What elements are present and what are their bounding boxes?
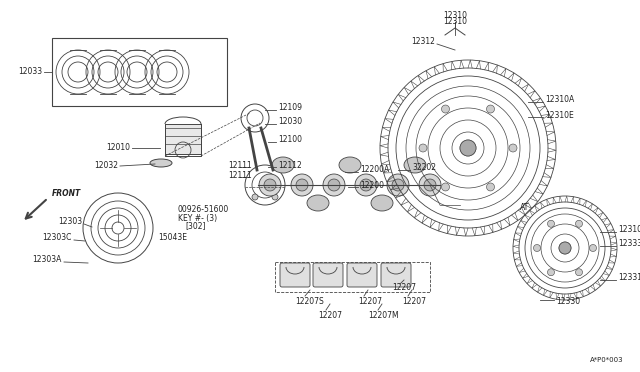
Text: FRONT: FRONT <box>52 189 81 199</box>
Text: 12030: 12030 <box>278 118 302 126</box>
Bar <box>275 262 430 292</box>
Circle shape <box>442 105 449 113</box>
Circle shape <box>424 179 436 191</box>
Text: AT: AT <box>520 203 529 212</box>
Text: 12303: 12303 <box>58 218 82 227</box>
FancyBboxPatch shape <box>280 263 310 287</box>
Text: 12111: 12111 <box>228 170 252 180</box>
Text: 32202: 32202 <box>412 164 436 173</box>
Text: 15043E: 15043E <box>158 232 187 241</box>
Text: 12207S: 12207S <box>295 298 324 307</box>
Circle shape <box>559 242 571 254</box>
FancyBboxPatch shape <box>313 263 343 287</box>
Text: 12207: 12207 <box>402 298 426 307</box>
Text: 12033: 12033 <box>18 67 42 77</box>
Text: 12310A: 12310A <box>618 225 640 234</box>
Text: 12331: 12331 <box>618 273 640 282</box>
Circle shape <box>252 194 258 200</box>
FancyBboxPatch shape <box>381 263 411 287</box>
Circle shape <box>547 220 554 227</box>
Text: 12200A: 12200A <box>360 166 389 174</box>
Circle shape <box>575 269 582 276</box>
Text: 12100: 12100 <box>278 135 302 144</box>
Ellipse shape <box>339 157 361 173</box>
Text: 12303C: 12303C <box>43 234 72 243</box>
Ellipse shape <box>404 157 426 173</box>
Text: 12312: 12312 <box>411 38 435 46</box>
Ellipse shape <box>272 157 294 173</box>
Text: A*P0*003: A*P0*003 <box>590 357 623 363</box>
Circle shape <box>323 174 345 196</box>
Circle shape <box>264 179 276 191</box>
Circle shape <box>442 183 449 191</box>
Text: 12207: 12207 <box>392 283 416 292</box>
Circle shape <box>419 174 441 196</box>
Circle shape <box>291 174 313 196</box>
FancyBboxPatch shape <box>347 263 377 287</box>
Circle shape <box>460 140 476 156</box>
Circle shape <box>547 269 554 276</box>
Bar <box>52 38 227 106</box>
Text: 12303A: 12303A <box>33 256 62 264</box>
Text: 12330: 12330 <box>556 298 580 307</box>
Bar <box>165 124 201 154</box>
Text: 12010: 12010 <box>106 144 130 153</box>
Circle shape <box>259 174 281 196</box>
Ellipse shape <box>150 159 172 167</box>
Text: 12109: 12109 <box>278 103 302 112</box>
Circle shape <box>272 194 278 200</box>
Circle shape <box>355 174 377 196</box>
Text: 12111: 12111 <box>228 160 252 170</box>
Text: [302]: [302] <box>185 221 205 231</box>
Text: 12207: 12207 <box>358 298 382 307</box>
Text: 12207M: 12207M <box>368 311 399 321</box>
Text: KEY #- (3): KEY #- (3) <box>178 214 217 222</box>
Circle shape <box>328 179 340 191</box>
Circle shape <box>509 144 517 152</box>
Circle shape <box>360 179 372 191</box>
Text: 12310A: 12310A <box>545 96 574 105</box>
Text: 12310: 12310 <box>443 17 467 26</box>
Circle shape <box>486 105 495 113</box>
Ellipse shape <box>307 195 329 211</box>
Circle shape <box>387 174 409 196</box>
Text: 12207: 12207 <box>318 311 342 321</box>
Text: 12310: 12310 <box>443 11 467 20</box>
Text: 12032: 12032 <box>94 161 118 170</box>
Text: 12112: 12112 <box>278 160 301 170</box>
Circle shape <box>296 179 308 191</box>
Circle shape <box>486 183 495 191</box>
Text: 12333: 12333 <box>618 240 640 248</box>
Circle shape <box>392 179 404 191</box>
Circle shape <box>419 144 427 152</box>
Circle shape <box>534 244 541 251</box>
Text: 12200: 12200 <box>360 180 384 189</box>
Text: 12310E: 12310E <box>545 110 573 119</box>
Circle shape <box>589 244 596 251</box>
Ellipse shape <box>371 195 393 211</box>
Text: 00926-51600: 00926-51600 <box>178 205 229 215</box>
Circle shape <box>575 220 582 227</box>
